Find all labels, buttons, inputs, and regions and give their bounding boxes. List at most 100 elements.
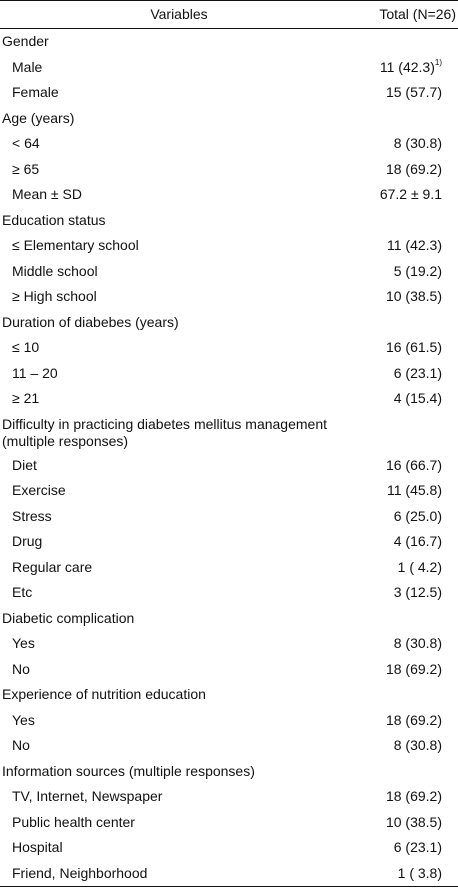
table-row: Female 15 (57.7) — [0, 80, 458, 106]
table-row: ≤ 10 16 (61.5) — [0, 335, 458, 361]
row-label: Public health center — [12, 813, 135, 830]
value-text: 10 (38.5) — [385, 813, 442, 830]
category-row: Difficulty in practicing diabetes mellit… — [0, 412, 458, 453]
category-label: Gender — [2, 33, 49, 49]
row-value: 4 (16.7) — [394, 529, 442, 555]
category-label: Information sources (multiple responses) — [2, 762, 255, 779]
table-row: ≥ 21 4 (15.4) — [0, 386, 458, 412]
category-label: Experience of nutrition education — [2, 686, 206, 702]
value-text: 8 (30.8) — [393, 635, 442, 651]
row-value: 11 (42.3) — [387, 233, 442, 259]
table-row: ≥ High school 10 (38.5) — [0, 284, 458, 310]
value-text: 1 ( 3.8) — [397, 864, 442, 881]
row-value: 16 (66.7) — [386, 453, 442, 479]
header-total: Total (N=26) — [379, 6, 456, 22]
row-label: < 64 — [12, 135, 40, 151]
table-row: Hospital 6 (23.1) — [0, 835, 458, 861]
category-row: Age (years) — [0, 106, 458, 132]
table-row: No 8 (30.8) — [0, 733, 458, 759]
table-row: Male 11 (42.3)1) — [0, 55, 458, 81]
table-row: Drug 4 (16.7) — [0, 529, 458, 555]
category-label: Duration of diabebes (years) — [2, 313, 179, 330]
table-row: Friend, Neighborhood 1 ( 3.8) — [0, 861, 458, 887]
value-text: 5 (19.2) — [393, 262, 442, 279]
value-text: 8 (30.8) — [393, 737, 442, 753]
value-text: 18 (69.2) — [385, 711, 442, 728]
row-value: 6 (25.0) — [394, 504, 442, 530]
row-label: ≥ 21 — [12, 390, 40, 406]
row-label: ≥ High school — [12, 288, 97, 304]
row-label: Stress — [12, 507, 52, 524]
row-label: Friend, Neighborhood — [12, 864, 148, 881]
row-label: Middle school — [12, 262, 98, 279]
row-label: Drug — [12, 533, 43, 549]
table-row: ≤ Elementary school 11 (42.3) — [0, 233, 458, 259]
row-value: 11 (45.8) — [387, 478, 442, 504]
row-label: No — [12, 660, 30, 677]
row-label: Male — [12, 58, 43, 75]
row-value: 18 (69.2) — [386, 657, 442, 683]
row-label: ≤ Elementary school — [12, 237, 139, 253]
row-label: No — [12, 737, 30, 753]
value-text: 16 (61.5) — [385, 339, 442, 355]
header-rule — [0, 28, 458, 29]
row-value: 3 (12.5) — [394, 580, 442, 606]
table-body: Gender Male 11 (42.3)1) Female 15 (57.7) Age … — [0, 29, 458, 886]
table-row: Regular care 1 ( 4.2) — [0, 555, 458, 581]
row-label: Exercise — [12, 482, 66, 498]
value-text: 6 (23.1) — [393, 364, 442, 381]
category-label: Diabetic complication — [2, 609, 135, 626]
table-header: Variables Total (N=26) — [0, 1, 458, 28]
row-value: 6 (23.1) — [394, 835, 442, 861]
category-row: Gender — [0, 29, 458, 55]
value-text: 18 (69.2) — [385, 660, 442, 677]
table-row: Exercise 11 (45.8) — [0, 478, 458, 504]
category-label: Age (years) — [2, 109, 75, 126]
row-value: 8 (30.8) — [394, 631, 442, 657]
row-label: ≤ 10 — [12, 339, 40, 355]
row-value: 4 (15.4) — [394, 386, 442, 412]
row-value: 18 (69.2) — [386, 708, 442, 734]
table-row: < 64 8 (30.8) — [0, 131, 458, 157]
value-text: 15 (57.7) — [385, 84, 442, 100]
row-value: 8 (30.8) — [394, 733, 442, 759]
row-value: 18 (69.2) — [386, 157, 442, 183]
row-label: Yes — [12, 635, 35, 651]
row-label: Mean ± SD — [12, 186, 82, 202]
row-value: 11 (42.3)1) — [380, 55, 442, 81]
row-label: Female — [12, 84, 59, 100]
row-value: 15 (57.7) — [386, 80, 442, 106]
value-text: 6 (25.0) — [393, 507, 442, 524]
category-row: Information sources (multiple responses) — [0, 759, 458, 785]
value-text: 4 (15.4) — [393, 390, 442, 406]
table-row: Mean ± SD 67.2 ± 9.1 — [0, 182, 458, 208]
row-label: ≥ 65 — [12, 160, 40, 177]
value-text: 6 (23.1) — [393, 839, 442, 855]
row-value: 1 ( 4.2) — [398, 555, 442, 581]
row-label: TV, Internet, Newspaper — [12, 788, 163, 804]
footnote-marker: 1) — [434, 57, 442, 67]
value-text: 8 (30.8) — [393, 135, 442, 151]
row-label: Etc — [12, 584, 33, 600]
value-text: 16 (66.7) — [385, 456, 442, 473]
category-row: Duration of diabebes (years) — [0, 310, 458, 336]
value-text: 1 ( 4.2) — [397, 558, 442, 575]
table-row: Public health center 10 (38.5) — [0, 810, 458, 836]
table-row: 11 – 20 6 (23.1) — [0, 361, 458, 387]
value-text: 3 (12.5) — [393, 584, 442, 600]
row-label: 11 – 20 — [12, 364, 58, 381]
category-label: Education status — [2, 211, 106, 228]
value-text: 11 (45.8) — [387, 482, 442, 498]
row-value: 18 (69.2) — [386, 784, 442, 810]
row-value: 1 ( 3.8) — [398, 861, 442, 887]
value-text: 67.2 ± 9.1 — [379, 186, 442, 202]
row-label: Hospital — [12, 839, 63, 855]
value-text: 18 (69.2) — [385, 160, 442, 177]
table-row: TV, Internet, Newspaper 18 (69.2) — [0, 784, 458, 810]
row-value: 67.2 ± 9.1 — [380, 182, 442, 208]
row-value: 5 (19.2) — [394, 259, 442, 285]
row-label: Regular care — [12, 558, 93, 575]
row-label: Diet — [12, 456, 37, 473]
row-value: 16 (61.5) — [386, 335, 442, 361]
table-row: No 18 (69.2) — [0, 657, 458, 683]
